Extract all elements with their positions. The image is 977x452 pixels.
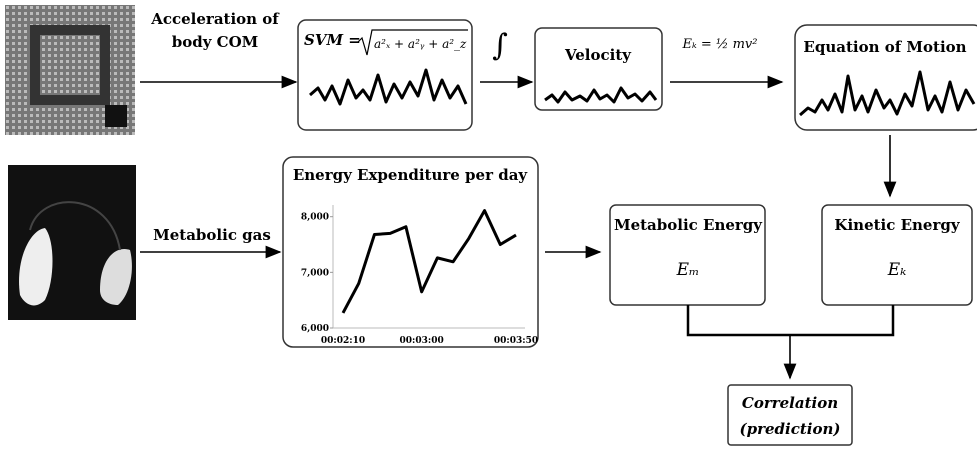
x-tick-label: 00:03:50 [494, 336, 538, 346]
x-tick-label: 00:03:00 [400, 336, 444, 346]
radical [357, 29, 468, 56]
connector [686, 305, 895, 337]
input-label: Acceleration of [150, 10, 280, 28]
correlation-box [727, 384, 853, 446]
waveform [309, 68, 468, 106]
kinetic-box [821, 204, 973, 306]
kinetic-symbol: Eₖ [887, 260, 907, 280]
data-line [341, 209, 517, 314]
svm-radicand: a²ₓ + a²ᵧ + a²_z [374, 37, 467, 51]
velocity-box [534, 27, 663, 111]
kinetic-formula: Eₖ = ½ mv² [681, 37, 757, 52]
x-tick-label: 00:02:10 [321, 336, 365, 346]
metabolic-label: Metabolic Energy [614, 216, 763, 234]
kinetic-label: Kinetic Energy [834, 216, 960, 234]
waveform [799, 70, 976, 117]
velocity-label: Velocity [564, 46, 632, 64]
input-label: body COM [172, 33, 259, 51]
correlation-label: (prediction) [740, 420, 841, 438]
input-label: Metabolic gas [153, 226, 271, 244]
gas-mask-photo [8, 165, 136, 320]
y-tick-label: 7,000 [301, 268, 329, 278]
sensor-photo [5, 5, 135, 135]
chart: Energy Expenditure per day 6,000 7,000 8,0… [293, 166, 538, 346]
waveform [544, 86, 658, 104]
chart-title: Energy Expenditure per day [293, 166, 529, 184]
motion-label: Equation of Motion [803, 38, 966, 56]
integral-sign: ∫ [492, 28, 508, 63]
metabolic-symbol: Eₘ [676, 260, 700, 280]
svm-lhs: SVM = [304, 31, 361, 49]
correlation-label: Correlation [742, 394, 838, 412]
y-tick-label: 6,000 [301, 324, 329, 334]
y-tick-label: 8,000 [301, 213, 329, 223]
